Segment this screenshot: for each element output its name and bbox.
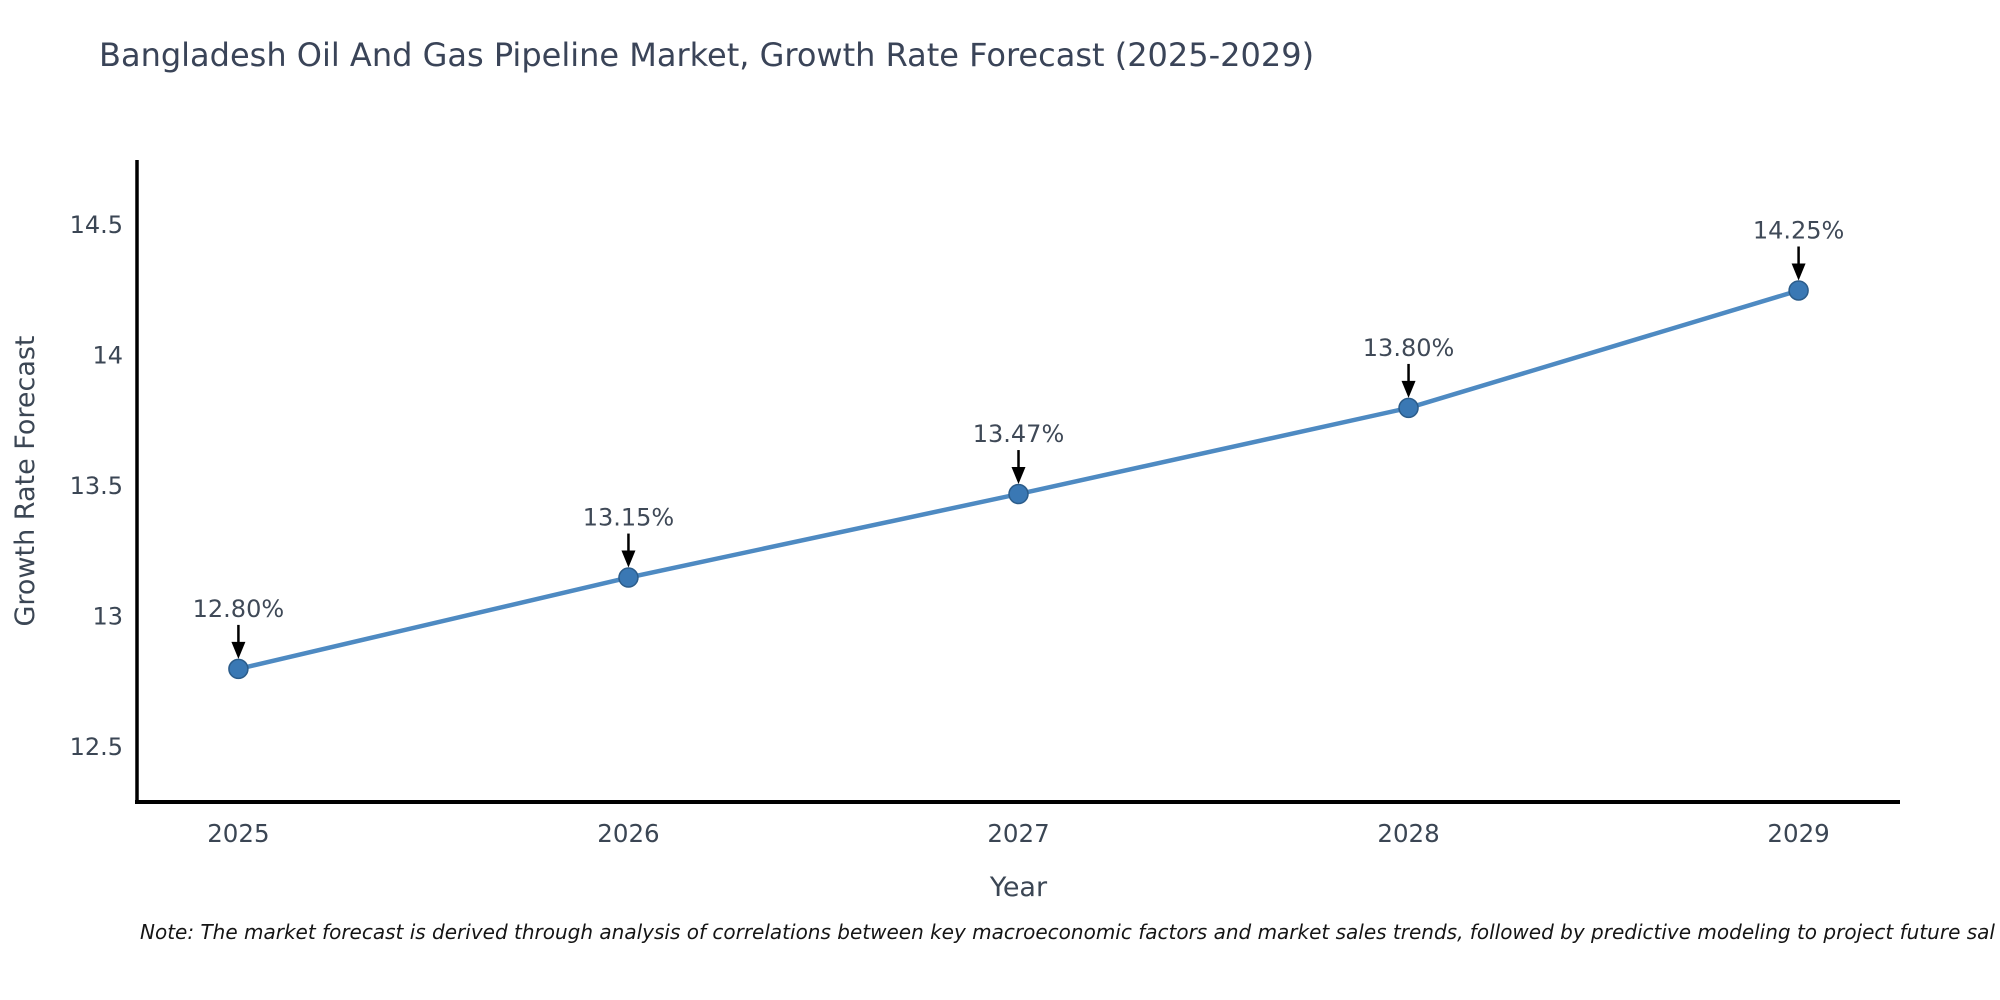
data-point-marker	[1008, 483, 1029, 505]
point-value-label: 13.15%	[583, 504, 675, 532]
y-tick-label: 13.5	[70, 472, 123, 500]
annotation-arrowhead	[621, 550, 636, 568]
data-point-marker	[1788, 280, 1809, 301]
annotation-arrowhead	[1401, 380, 1416, 398]
point-value-label: 13.47%	[973, 420, 1065, 448]
y-axis-title: Growth Rate Forecast	[10, 335, 41, 626]
data-point-marker	[618, 567, 639, 588]
y-tick-label: 13	[92, 603, 123, 631]
x-tick-label: 2026	[597, 819, 659, 848]
x-tick-label: 2028	[1377, 819, 1439, 848]
x-axis-title: Year	[989, 872, 1048, 903]
x-tick-label: 2029	[1767, 819, 1829, 848]
annotation-arrowhead	[231, 641, 246, 659]
footnote: Note: The market forecast is derived thr…	[140, 920, 1995, 944]
y-tick-label: 14.5	[70, 211, 123, 239]
x-tick-label: 2025	[207, 819, 269, 848]
chart-title: Bangladesh Oil And Gas Pipeline Market, …	[99, 36, 1315, 74]
data-point-marker	[228, 658, 249, 680]
data-point-marker	[1398, 397, 1419, 419]
y-tick-label: 12.5	[70, 733, 123, 761]
point-value-label: 14.25%	[1753, 216, 1845, 244]
point-value-label: 12.80%	[193, 595, 285, 623]
y-tick-label: 14	[92, 342, 123, 370]
annotation-arrowhead	[1011, 467, 1026, 485]
point-value-label: 13.80%	[1363, 334, 1455, 362]
x-tick-label: 2027	[987, 819, 1049, 848]
annotation-arrowhead	[1791, 263, 1806, 281]
